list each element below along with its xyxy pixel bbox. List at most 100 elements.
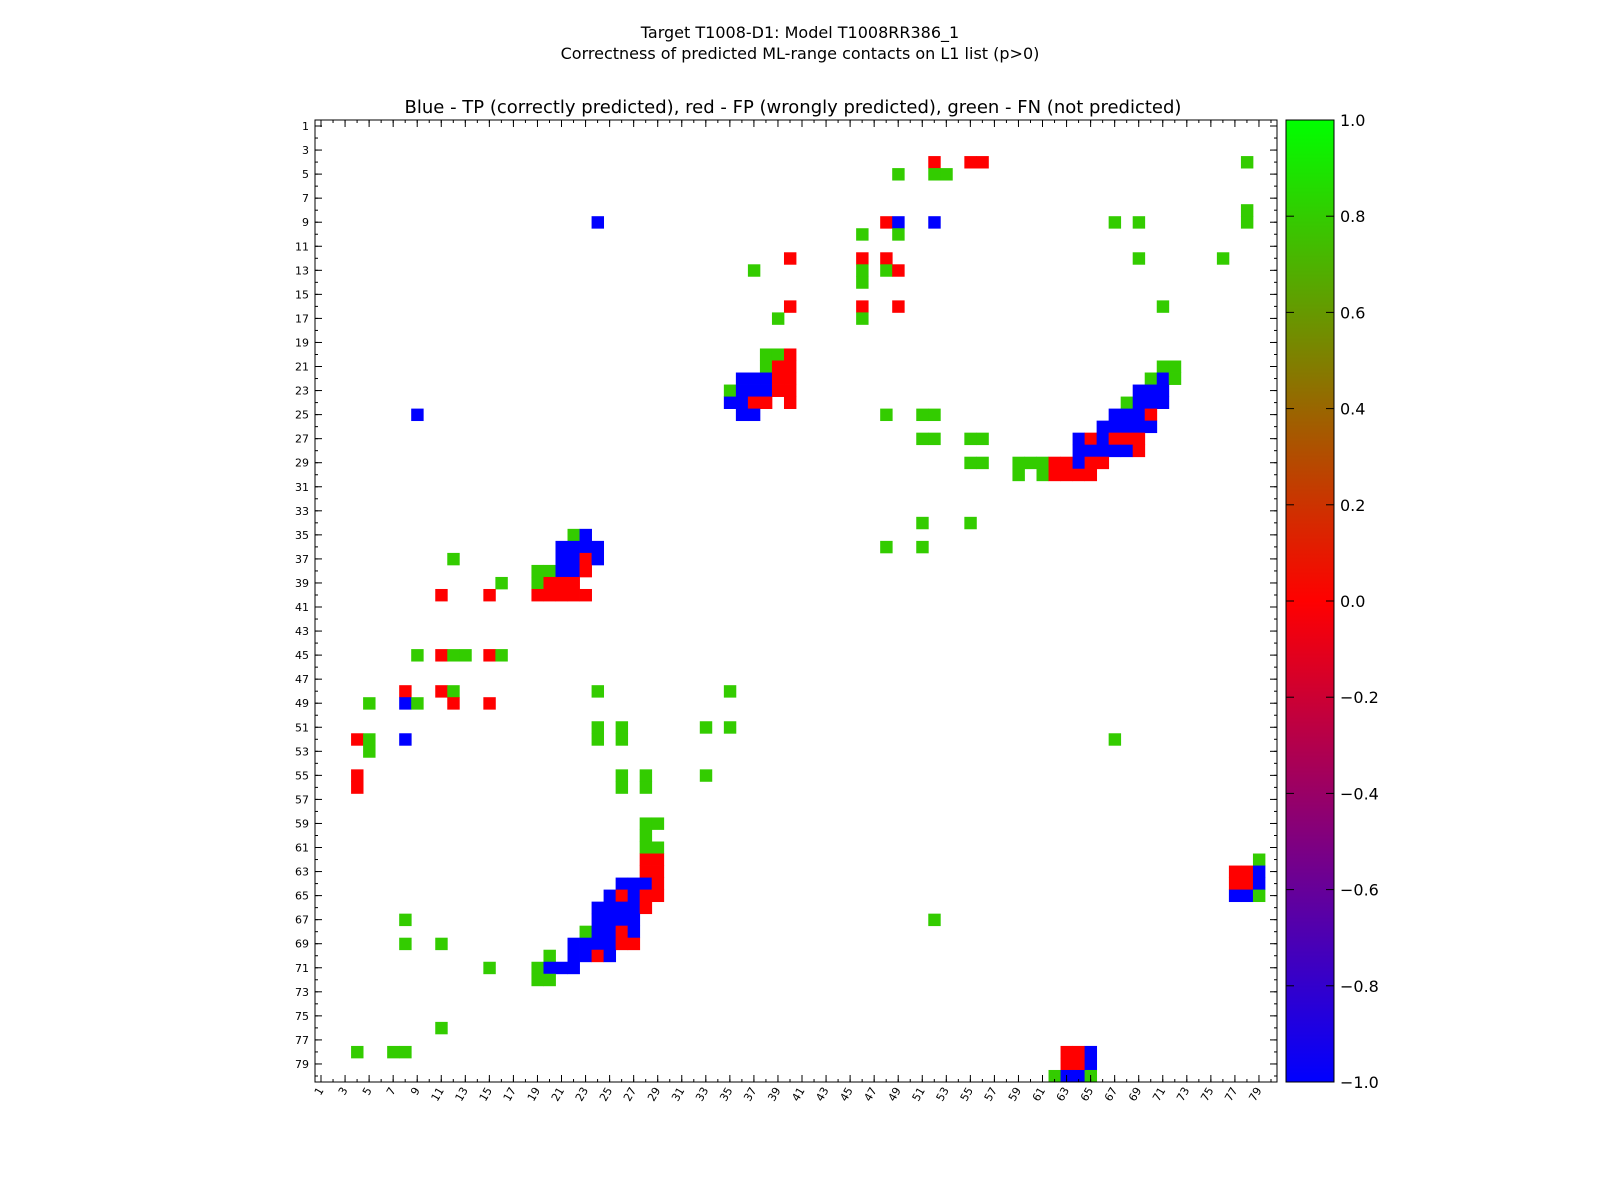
x-tick-label: 11: [429, 1085, 447, 1104]
contact-cell-fn: [387, 1045, 400, 1059]
y-tick-label: 55: [295, 769, 309, 782]
x-tick-label: 63: [1054, 1085, 1072, 1104]
colorbar-tick-label: −0.8: [1340, 977, 1379, 996]
contact-cell-tp: [747, 408, 761, 422]
contact-cell-tp: [591, 925, 605, 939]
contact-cell-fn: [639, 769, 653, 782]
colorbar-tick-label: 0.4: [1340, 400, 1365, 419]
contact-cell-fn: [964, 456, 977, 470]
contact-cell-tp: [1132, 384, 1146, 397]
y-tick-label: 7: [302, 192, 309, 205]
contact-cell-fp: [579, 588, 592, 602]
contact-cell-tp: [555, 552, 568, 566]
x-tick-label: 5: [360, 1085, 375, 1098]
contact-cell-fp: [651, 853, 665, 866]
y-tick-label: 69: [295, 938, 309, 951]
contact-cell-fn: [916, 540, 929, 554]
contact-cell-fn: [928, 168, 941, 181]
contact-cell-fn: [399, 937, 412, 951]
colorbar-tick-label: −0.6: [1340, 881, 1379, 900]
contact-cell-fp: [435, 588, 448, 602]
contact-cell-fn: [723, 685, 737, 698]
contact-cell-tp: [555, 564, 568, 578]
contact-cell-fp: [976, 156, 989, 169]
y-tick-label: 73: [295, 986, 309, 999]
contact-cell-fp: [579, 552, 592, 566]
contact-cell-tp: [579, 528, 592, 542]
figure-title-line-1: Target T1008-D1: Model T1008RR386_1: [640, 23, 959, 43]
contact-cell-tp: [1228, 889, 1242, 903]
contact-cell-fp: [1132, 444, 1146, 458]
contact-cell-tp: [603, 925, 617, 939]
y-tick-label: 35: [295, 529, 309, 542]
contact-cell-fp: [567, 576, 580, 590]
contact-cell-fp: [639, 865, 653, 878]
contact-cell-tp: [1120, 420, 1134, 434]
y-tick-label: 61: [295, 842, 309, 855]
contact-cell-fn: [1012, 468, 1025, 482]
y-tick-label: 37: [295, 553, 309, 566]
x-tick-label: 25: [597, 1085, 615, 1104]
contact-cell-tp: [627, 901, 641, 915]
x-tick-label: 3: [336, 1085, 351, 1098]
x-tick-label: 73: [1174, 1085, 1192, 1104]
contact-cell-fn: [447, 552, 460, 566]
contact-cell-fp: [1144, 408, 1158, 422]
contact-cell-tp: [1120, 444, 1134, 458]
contact-cell-fn: [435, 1021, 448, 1035]
colorbar-tick-label: −0.4: [1340, 784, 1379, 803]
contact-cell-fn: [928, 913, 941, 927]
y-tick-label: 79: [295, 1058, 309, 1071]
contact-cell-fn: [543, 564, 556, 578]
contact-cell-fp: [1084, 468, 1098, 482]
x-tick-label: 13: [453, 1085, 471, 1104]
x-tick-label: 53: [934, 1085, 952, 1104]
contact-cell-fp: [435, 649, 448, 662]
contact-cell-fp: [1228, 865, 1242, 878]
x-tick-label: 79: [1246, 1085, 1264, 1104]
contact-cell-tp: [1072, 444, 1086, 458]
contact-cell-fn: [940, 168, 953, 181]
contact-cell-fp: [783, 396, 797, 409]
contact-cell-fn: [1144, 372, 1158, 385]
contact-cell-fn: [495, 649, 508, 662]
contact-cell-fn: [916, 432, 929, 446]
contact-cell-fn: [880, 264, 893, 277]
colorbar-tick-label: 0.0: [1340, 592, 1365, 611]
contact-cell-tp: [1096, 444, 1110, 458]
contact-cell-fn: [435, 937, 448, 951]
contact-cell-fp: [651, 889, 665, 903]
contact-cell-fp: [579, 564, 592, 578]
contact-cell-fp: [856, 300, 869, 313]
contact-cell-fn: [976, 456, 989, 470]
contact-cell-fp: [1084, 432, 1098, 446]
contact-cell-fn: [363, 745, 376, 758]
contact-cell-tp: [1252, 865, 1266, 878]
contact-cell-fn: [543, 949, 556, 963]
y-tick-label: 51: [295, 721, 309, 734]
contact-cell-fp: [783, 360, 797, 373]
contact-cell-fn: [411, 649, 424, 662]
x-tick-label: 35: [717, 1085, 735, 1104]
contact-cell-fp: [1048, 456, 1061, 470]
contact-cell-fp: [447, 697, 460, 710]
contact-cell-tp: [1084, 1057, 1098, 1071]
contact-cell-tp: [1252, 877, 1266, 891]
contact-cell-tp: [1108, 408, 1122, 422]
contact-cell-fp: [651, 877, 665, 891]
contact-cell-fp: [567, 588, 580, 602]
contact-cell-fp: [892, 300, 905, 313]
contact-cell-fn: [399, 1045, 412, 1059]
contact-cell-fn: [856, 264, 869, 277]
colorbar-tick-label: −1.0: [1340, 1073, 1379, 1092]
x-tick-label: 71: [1150, 1085, 1168, 1104]
x-tick-label: 31: [669, 1085, 687, 1104]
contact-cell-fp: [771, 372, 785, 385]
contact-cell-fp: [783, 384, 797, 397]
contact-cell-fp: [1240, 865, 1254, 878]
contact-cell-fp: [783, 300, 797, 313]
contact-cell-fn: [1156, 360, 1170, 373]
contact-cell-fn: [771, 348, 785, 361]
y-tick-label: 11: [295, 240, 309, 253]
contact-cell-fn: [639, 781, 653, 794]
